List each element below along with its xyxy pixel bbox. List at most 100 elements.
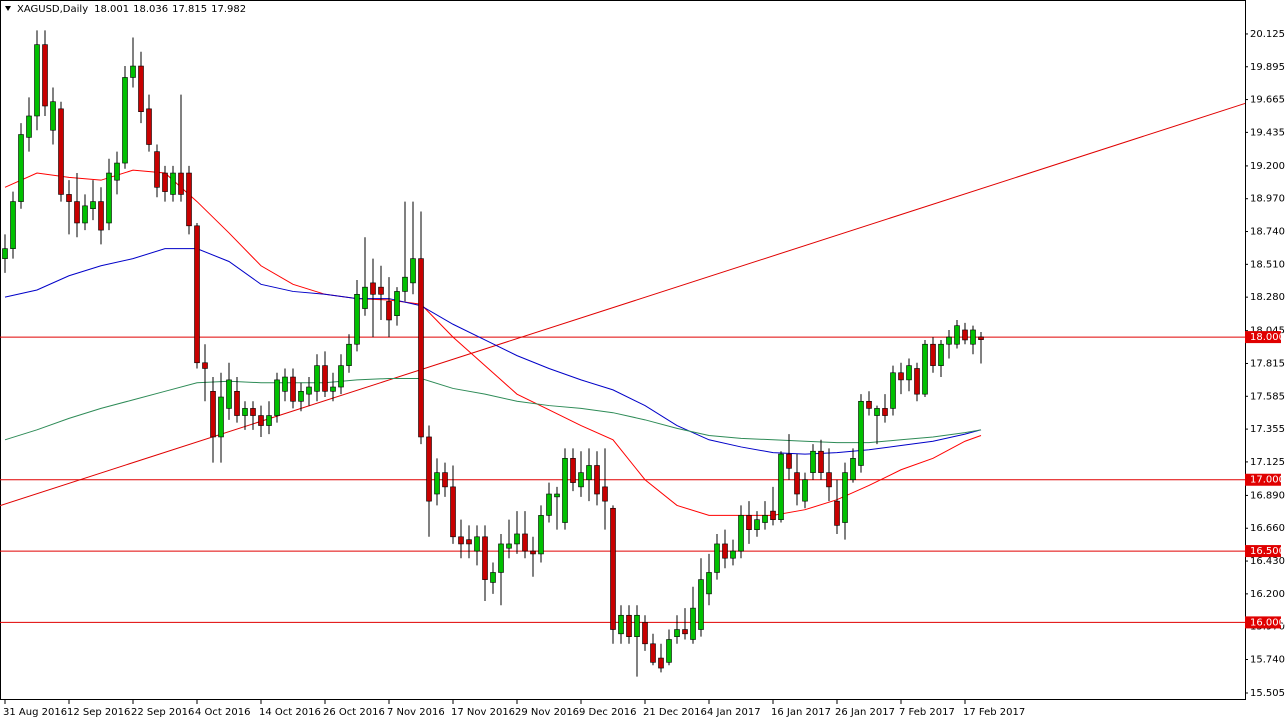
candle-body [618,614,624,635]
candle-body [562,458,568,523]
y-tick-label: 19.665 [1250,95,1285,106]
candle-body [514,533,520,545]
candle-body [378,286,384,295]
y-tick-label: 16.890 [1250,490,1285,501]
candle-body [338,365,344,388]
candle-body [162,172,168,192]
candle-body [642,622,648,645]
candle-body [210,390,216,438]
x-tick-label: 16 Jan 2017 [771,707,831,718]
x-tick-label: 22 Sep 2016 [131,707,194,718]
candle-body [914,368,920,395]
y-tick-label: 17.815 [1250,358,1285,369]
candle-body [114,162,120,181]
y-tick-label: 17.585 [1250,391,1285,402]
candle-body [226,379,232,409]
y-tick-label: 19.200 [1250,161,1285,172]
candle-body [402,276,408,292]
x-tick-label: 12 Sep 2016 [67,707,130,718]
candle-body [58,108,64,195]
moving-average [4,248,982,455]
candle-body [434,472,440,495]
candle-body [34,44,40,117]
y-tick-label: 16.660 [1250,523,1285,534]
candle-body [178,172,184,195]
candle-body [138,65,144,112]
y-tick-label: 18.740 [1250,227,1285,238]
candle-body [850,458,856,481]
candle-body [658,657,664,669]
candle-body [282,376,288,392]
candle-body [354,293,360,345]
candle-body [474,536,480,552]
x-tick-label: 9 Dec 2016 [579,707,637,718]
x-tick-label: 26 Oct 2016 [323,707,385,718]
y-tick-label: 16.430 [1250,556,1285,567]
candle-body [954,325,960,345]
y-tick-label: 19.895 [1250,62,1285,73]
candle-body [842,472,848,523]
candle-body [634,614,640,637]
candle-body [818,450,824,473]
candle-body [970,329,976,345]
candle-body [858,400,864,466]
y-tick-label: 15.505 [1250,688,1285,699]
candle-body [802,479,808,502]
x-tick-label: 21 Dec 2016 [643,707,707,718]
candle-body [482,536,488,580]
candle-body [186,172,192,227]
candle-body [682,629,688,635]
candle-body [298,390,304,402]
level-label: 16.000 [1250,617,1285,628]
candle-body [738,515,744,552]
x-tick-label: 26 Jan 2017 [835,707,895,718]
candle-body [922,343,928,395]
candle-body [554,493,560,498]
candle-body [786,453,792,469]
candle-body [418,258,424,438]
candle-body [874,408,880,416]
candle-body [442,472,448,488]
candle-body [626,614,632,637]
candle-body [570,458,576,483]
y-tick-label: 18.280 [1250,292,1285,303]
x-tick-label: 17 Nov 2016 [451,707,515,718]
candle-body [394,291,400,316]
candle-body [866,400,872,409]
candle-body [250,408,256,416]
y-tick-label: 18.510 [1250,259,1285,270]
plot-frame [0,0,1246,700]
candle-body [466,539,472,545]
candle-body [74,201,80,224]
candle-body [362,286,368,309]
moving-average [4,377,982,444]
candle-body [202,362,208,369]
candle-body [978,336,984,340]
candle-body [410,258,416,284]
candle-body [546,493,552,516]
chart-header: XAGUSD,Daily 18.001 18.036 17.815 17.982 [17,4,246,15]
candle-body [98,201,104,231]
candle-body [498,543,504,573]
candle-body [706,572,712,595]
candle-body [530,550,536,555]
candle-body [594,465,600,495]
x-tick-label: 17 Feb 2017 [963,707,1025,718]
candle-body [690,607,696,640]
candle-body [762,515,768,523]
candle-body [674,629,680,637]
trendline [0,102,1246,507]
candle-body [426,436,432,502]
y-tick-label: 19.435 [1250,127,1285,138]
candle-body [90,201,96,210]
candle-body [938,343,944,366]
candle-body [242,408,248,416]
candle-body [106,172,112,224]
candle-body [778,453,784,520]
y-tick-label: 17.355 [1250,424,1285,435]
x-tick-label: 31 Aug 2016 [3,707,67,718]
x-tick-label: 7 Feb 2017 [899,707,955,718]
candle-body [386,301,392,321]
candle-body [154,151,160,188]
candle-body [322,365,328,392]
